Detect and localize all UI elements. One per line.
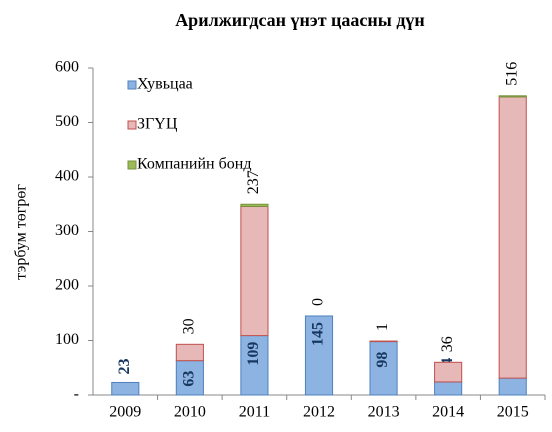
bar-segment [111,381,140,396]
bar-segment [240,203,269,207]
x-tick-label: 2012 [303,404,335,421]
bar-segment [498,377,527,396]
legend-label: ЗГҮЦ [137,116,178,133]
x-tick-label: 2015 [497,404,529,421]
bar-segment [434,381,463,396]
data-label: 36 [439,336,456,352]
y-tick-label: 100 [55,331,79,348]
y-tick-label: - [74,386,79,403]
legend-label: Компанийн бонд [137,156,251,173]
data-label: 237 [245,170,262,194]
data-label: 109 [245,342,262,366]
bar-segment [175,360,204,396]
legend-label: Хувьцаа [137,76,193,93]
bar-segment [498,95,527,98]
bar-segment [369,340,398,343]
data-label: 516 [503,62,520,86]
x-tick-label: 2013 [368,404,400,421]
y-tick-label: 500 [55,113,79,130]
bar-segment [304,315,334,396]
data-label: 98 [374,352,391,368]
bar-segment [240,205,269,337]
bar-segment [498,96,527,379]
bar-segment [369,341,398,396]
data-label: 23 [116,358,133,374]
legend-swatch [127,120,137,130]
x-tick-label: 2011 [239,404,270,421]
data-label: 145 [310,322,327,346]
y-tick-label: 300 [55,222,79,239]
bar-segment [434,361,463,383]
x-tick-label: 2010 [174,404,206,421]
chart-title: Арилжигдсан үнэт цаасны дүн [175,10,425,30]
data-label: 1 [374,323,391,331]
data-label: 63 [181,371,198,387]
y-tick-label: 400 [55,168,79,185]
data-label: 0 [310,298,327,306]
y-tick-label: 200 [55,277,79,294]
legend-swatch [127,160,137,170]
y-axis-label: тэрбум төгрөг [13,184,30,280]
legend-swatch [127,80,137,90]
x-tick-label: 2009 [109,404,141,421]
x-tick-label: 2014 [432,404,464,421]
data-label: 30 [181,318,198,334]
y-tick-label: 600 [55,59,79,76]
bar-segment [175,343,204,362]
